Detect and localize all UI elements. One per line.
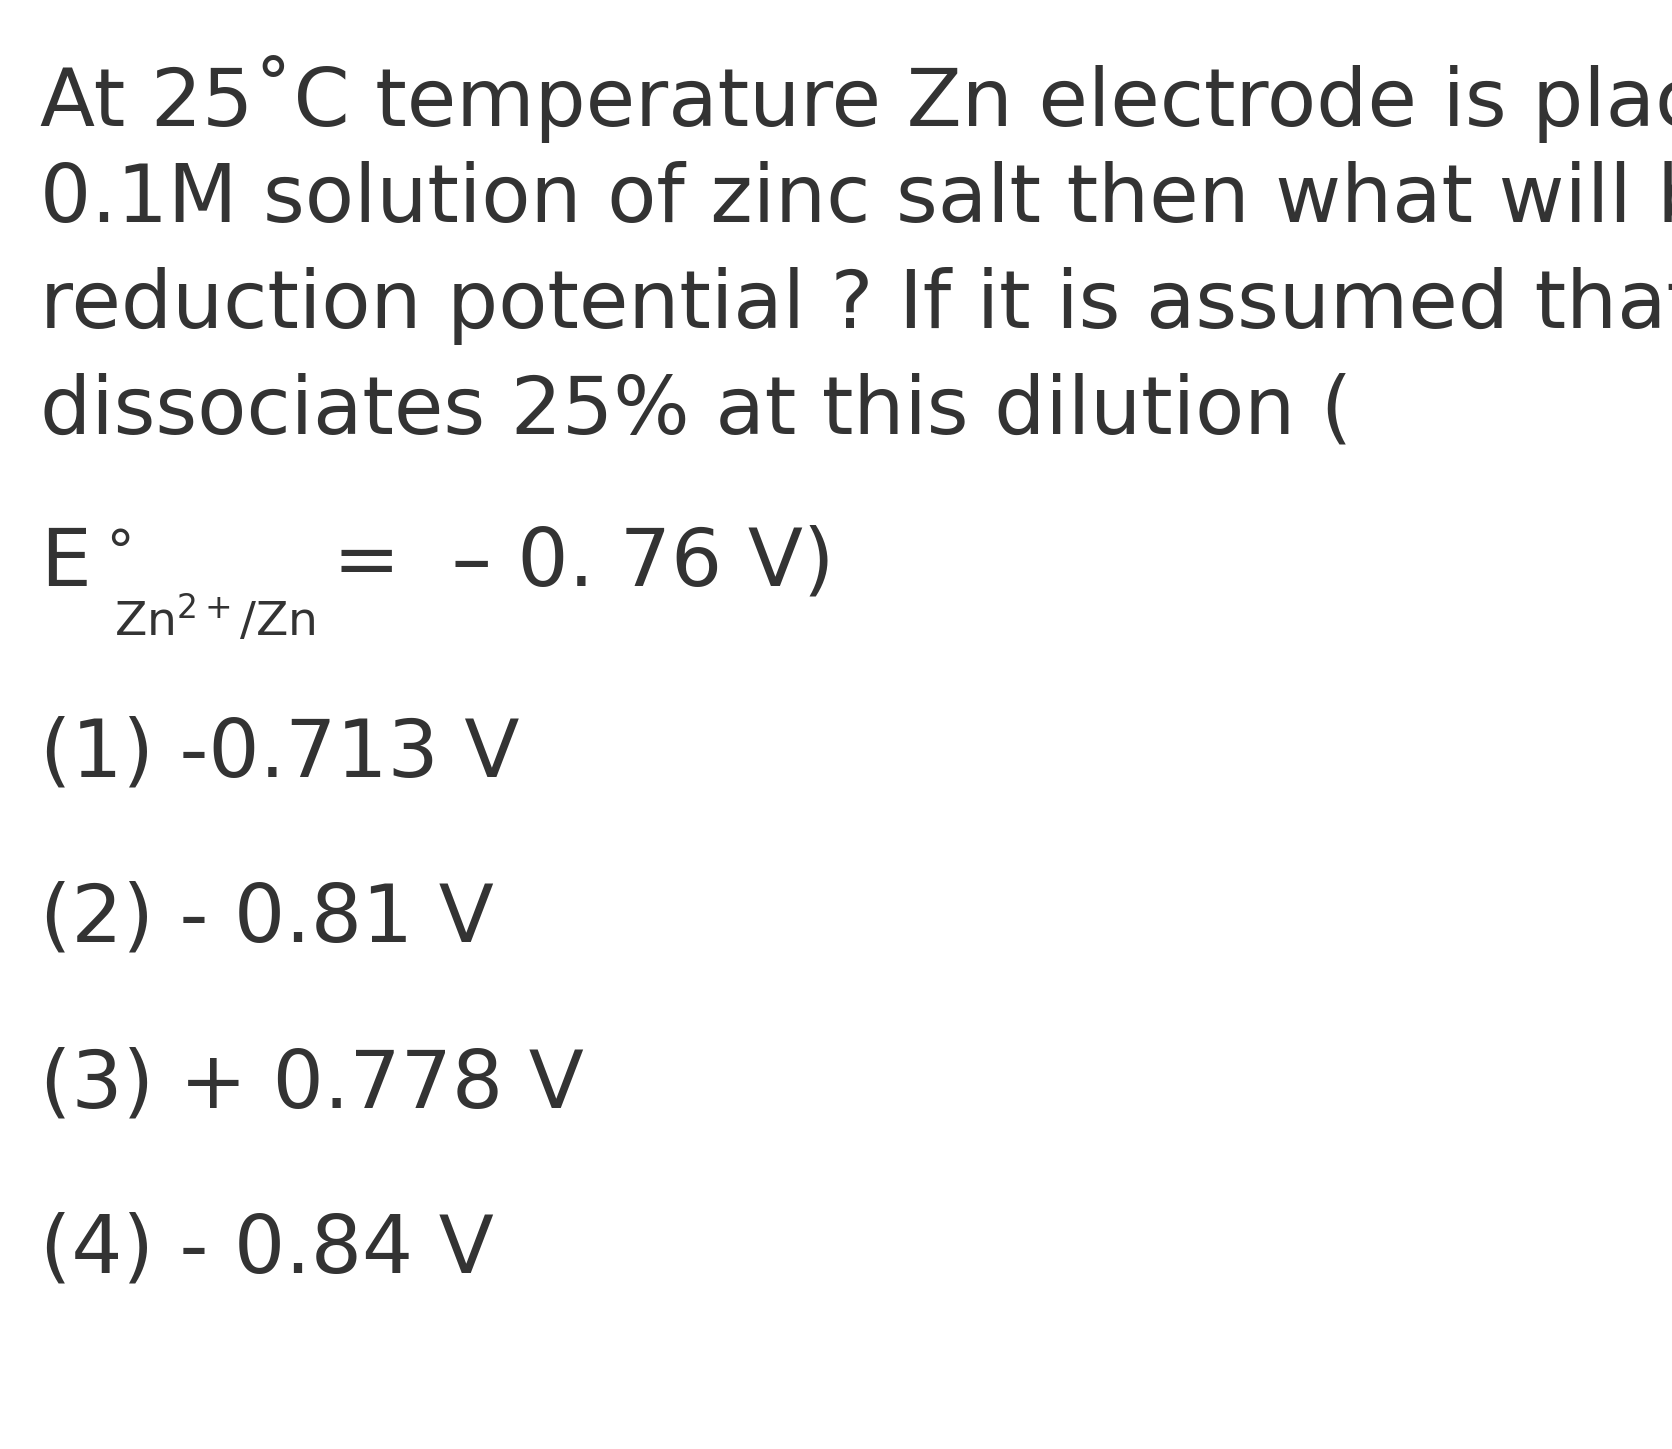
Text: (1) -0.713 V: (1) -0.713 V — [40, 716, 520, 794]
Text: 0.1M solution of zinc salt then what will be the: 0.1M solution of zinc salt then what wil… — [40, 161, 1672, 239]
Text: At 25˚C temperature Zn electrode is placed in: At 25˚C temperature Zn electrode is plac… — [40, 55, 1672, 143]
Text: (3) + 0.778 V: (3) + 0.778 V — [40, 1046, 584, 1124]
Text: =  – 0. 76 V): = – 0. 76 V) — [333, 525, 834, 603]
Text: (4) - 0.84 V: (4) - 0.84 V — [40, 1211, 493, 1290]
Text: dissociates 25% at this dilution (: dissociates 25% at this dilution ( — [40, 372, 1353, 451]
Text: E$^\circ$: E$^\circ$ — [40, 525, 130, 603]
Text: (2) - 0.81 V: (2) - 0.81 V — [40, 881, 493, 959]
Text: reduction potential ? If it is assumed that salt: reduction potential ? If it is assumed t… — [40, 267, 1672, 345]
Text: Zn$^{2+}$/Zn: Zn$^{2+}$/Zn — [114, 594, 316, 645]
